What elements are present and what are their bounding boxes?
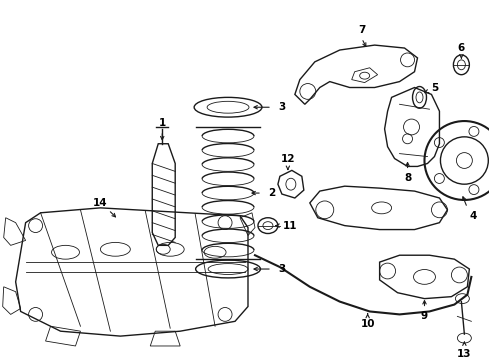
Text: 9: 9 bbox=[421, 311, 428, 321]
Text: 4: 4 bbox=[469, 211, 477, 221]
Text: 3: 3 bbox=[278, 102, 286, 112]
Text: 2: 2 bbox=[269, 188, 275, 198]
Text: 3: 3 bbox=[278, 264, 286, 274]
Text: 10: 10 bbox=[361, 319, 375, 329]
Text: 7: 7 bbox=[358, 25, 366, 35]
Text: 8: 8 bbox=[404, 173, 411, 183]
Text: 14: 14 bbox=[93, 198, 108, 208]
Text: 1: 1 bbox=[159, 118, 166, 128]
Text: 13: 13 bbox=[457, 349, 472, 359]
Text: 5: 5 bbox=[431, 82, 438, 93]
Text: 11: 11 bbox=[283, 221, 297, 231]
Text: 12: 12 bbox=[281, 153, 295, 163]
Text: 6: 6 bbox=[458, 43, 465, 53]
